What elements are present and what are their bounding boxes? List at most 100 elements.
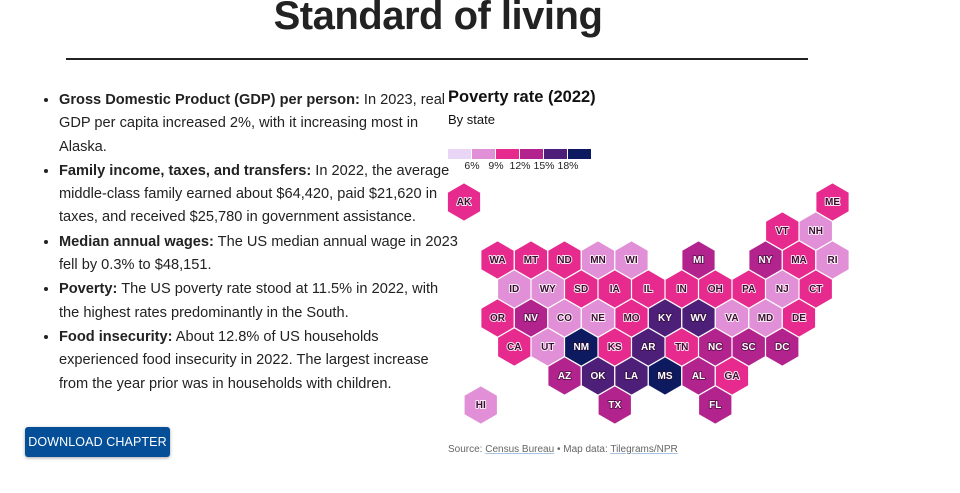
state-label: DC (775, 342, 789, 353)
legend-tick-label: 12% (509, 160, 531, 172)
list-item-food-insecurity: Food insecurity: About 12.8% of US house… (59, 325, 459, 396)
state-label: NM (573, 342, 589, 353)
state-hex-dc[interactable]: DC (765, 327, 800, 367)
state-label: NC (708, 342, 722, 353)
state-hex-ut[interactable]: UT (530, 327, 565, 367)
state-label: MN (590, 255, 606, 266)
state-label: ID (509, 284, 519, 295)
legend-swatch (544, 149, 567, 159)
state-hex-hi[interactable]: HI (463, 385, 498, 425)
tilegrams-link[interactable]: Tilegrams/NPR (610, 444, 678, 455)
census-bureau-link[interactable]: Census Bureau (485, 444, 555, 455)
state-label: MI (693, 255, 704, 266)
state-hex-az[interactable]: AZ (547, 356, 582, 396)
bullet-label: Gross Domestic Product (GDP) per person: (59, 92, 360, 108)
state-hex-la[interactable]: LA (614, 356, 649, 396)
state-label: ME (825, 197, 840, 208)
state-hex-oh[interactable]: OH (698, 269, 733, 309)
bullet-text: In 2023, real GDP per capita increased 2… (59, 92, 446, 155)
state-hex-de[interactable]: DE (781, 298, 817, 338)
state-hex-shape (698, 385, 733, 425)
summary-list: Gross Domestic Product (GDP) per person:… (40, 88, 459, 396)
title-divider (66, 58, 808, 60)
state-label: WA (489, 255, 505, 266)
download-chapter-button[interactable]: DOWNLOAD CHAPTER (25, 427, 170, 457)
state-hex-wv[interactable]: WV (681, 298, 716, 338)
list-item-poverty: Poverty: The US poverty rate stood at 11… (59, 277, 459, 325)
state-label: AR (641, 342, 656, 353)
legend-tick-label: 9% (488, 160, 504, 172)
state-hex-tx[interactable]: TX (597, 385, 632, 425)
state-hex-ma[interactable]: MA (781, 240, 817, 280)
state-label: PA (742, 284, 755, 295)
state-hex-shape (597, 385, 632, 425)
state-label: ND (557, 255, 571, 266)
state-label: MD (758, 313, 774, 324)
state-label: CO (557, 313, 572, 324)
bullet-label: Median annual wages: (59, 233, 214, 250)
state-label: IA (610, 284, 620, 295)
legend-labels: 6% 9% 12% 15% 18% (448, 159, 591, 173)
state-hex-nd[interactable]: ND (547, 240, 582, 280)
state-label: UT (541, 342, 554, 353)
state-label: WI (625, 255, 637, 266)
state-hex-ct[interactable]: CT (798, 269, 833, 309)
state-label: CT (809, 284, 822, 295)
state-hex-mi[interactable]: MI (681, 240, 716, 280)
state-hex-ok[interactable]: OK (580, 356, 616, 396)
state-hex-wa[interactable]: WA (480, 240, 515, 280)
legend-swatch (568, 149, 591, 159)
state-label: CA (507, 342, 521, 353)
bullet-text: The US median annual wage in 2023 fell b… (59, 233, 458, 274)
state-hex-me[interactable]: ME (815, 182, 850, 222)
state-label: IL (644, 284, 653, 295)
state-label: NJ (776, 284, 789, 295)
state-label: IN (677, 284, 687, 295)
state-hex-ri[interactable]: RI (815, 240, 850, 280)
state-hex-fl[interactable]: FL (698, 385, 733, 425)
state-label: MS (658, 371, 673, 382)
state-label: DE (792, 313, 806, 324)
state-label: SD (574, 284, 588, 295)
chart-title: Poverty rate (2022) (448, 88, 596, 106)
legend-swatch (496, 149, 519, 159)
state-label: NE (591, 313, 605, 324)
chart-subtitle: By state (448, 112, 495, 127)
state-hex-ca[interactable]: CA (497, 327, 532, 367)
state-hex-in[interactable]: IN (664, 269, 699, 309)
state-label: KY (658, 313, 672, 324)
state-hex-md[interactable]: MD (748, 298, 783, 338)
state-label: TX (608, 400, 621, 411)
state-hex-ga[interactable]: GA (714, 356, 750, 396)
state-label: OR (490, 313, 506, 324)
state-hex-ms[interactable]: MS (647, 356, 683, 396)
state-label: TN (675, 342, 688, 353)
state-label: VT (776, 226, 789, 237)
state-hex-ak[interactable]: AK (446, 182, 482, 222)
state-label: NY (759, 255, 773, 266)
legend-tick-label: 18% (557, 160, 579, 172)
bullet-text: The US poverty rate stood at 11.5% in 20… (59, 281, 439, 321)
list-item-wages: Median annual wages: The US median annua… (59, 230, 459, 278)
state-hex-or[interactable]: OR (480, 298, 515, 338)
bullet-text: About 12.8% of US households experienced… (59, 328, 429, 392)
state-label: AL (692, 371, 705, 382)
legend-swatches (448, 149, 591, 159)
state-label: GA (725, 371, 740, 382)
state-label: OH (708, 284, 723, 295)
state-label: KS (608, 342, 622, 353)
list-item-family-income: Family income, taxes, and transfers: In … (59, 159, 459, 230)
state-label: MO (623, 313, 639, 324)
bullet-label: Family income, taxes, and transfers: (59, 162, 312, 179)
state-hex-al[interactable]: AL (681, 356, 716, 396)
state-hex-co[interactable]: CO (547, 298, 582, 338)
state-label: NV (524, 313, 538, 324)
state-label: HI (476, 400, 486, 411)
state-label: MT (524, 255, 538, 266)
state-label: MA (791, 255, 807, 266)
state-hex-shape (765, 327, 800, 367)
legend-swatch (520, 149, 543, 159)
state-hex-vt[interactable]: VT (765, 211, 800, 251)
state-label: WY (540, 284, 556, 295)
